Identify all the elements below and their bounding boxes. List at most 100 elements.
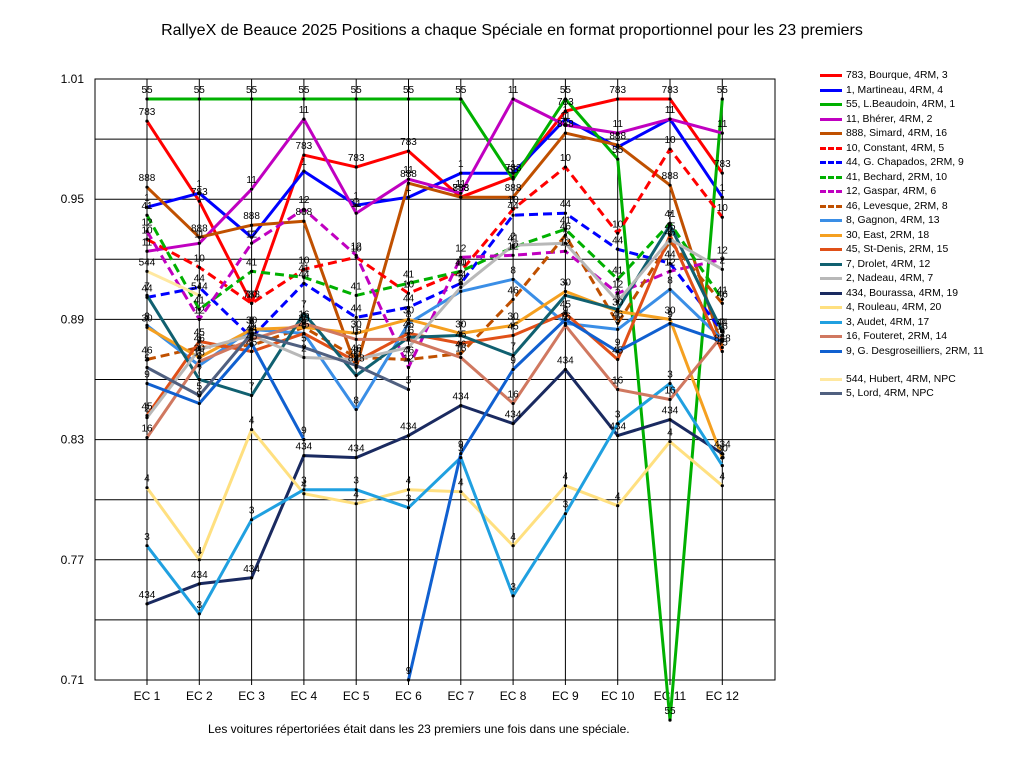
data-label: 434 xyxy=(609,422,626,433)
legend-label: 3, Audet, 4RM, 17 xyxy=(846,316,930,328)
data-label: 1 xyxy=(667,105,673,116)
data-label: 5 xyxy=(406,376,412,387)
legend-item: 5, Lord, 4RM, NPC xyxy=(820,387,1020,402)
series-line xyxy=(145,207,723,369)
data-label: 55 xyxy=(403,85,415,96)
data-label: 11 xyxy=(613,119,624,130)
data-point xyxy=(197,558,201,562)
data-point xyxy=(302,219,306,223)
legend-swatch xyxy=(820,117,842,121)
data-label: 783 xyxy=(139,107,156,118)
data-label: 46 xyxy=(612,309,624,320)
data-label: 4 xyxy=(667,428,673,439)
legend-item: 10, Constant, 4RM, 5 xyxy=(820,142,1020,157)
data-point xyxy=(250,97,254,101)
legend-item: 46, Levesque, 2RM, 8 xyxy=(820,200,1020,215)
data-point xyxy=(354,407,358,412)
series-line xyxy=(146,211,724,339)
data-label: 41 xyxy=(717,285,729,296)
data-label: 3 xyxy=(301,476,307,487)
series-line xyxy=(146,289,724,459)
data-label: 11 xyxy=(194,229,205,240)
data-point xyxy=(668,237,672,241)
data-point xyxy=(197,191,201,195)
data-label: 8 xyxy=(510,265,516,276)
legend-item: 783, Bourque, 4RM, 3 xyxy=(820,69,1020,84)
data-label: 30 xyxy=(717,444,729,455)
data-label: 45 xyxy=(194,327,206,338)
data-label: 30 xyxy=(298,313,310,324)
data-point xyxy=(145,237,149,241)
legend: 783, Bourque, 4RM, 3 1, Martineau, 4RM, 4… xyxy=(820,69,1020,402)
data-label: 4 xyxy=(406,476,412,487)
data-point xyxy=(406,97,411,101)
data-label: 55 xyxy=(560,85,572,96)
legend-swatch xyxy=(820,204,842,208)
data-point xyxy=(406,177,411,181)
data-label: 11 xyxy=(351,199,362,210)
series-line xyxy=(146,97,723,253)
data-point xyxy=(302,345,306,350)
legend-label: 7, Drolet, 4RM, 12 xyxy=(846,258,931,270)
data-label: 7 xyxy=(249,382,255,393)
legend-swatch xyxy=(820,392,842,395)
data-label: 16 xyxy=(560,311,572,322)
data-point xyxy=(197,317,201,321)
series-line xyxy=(147,97,724,722)
data-point xyxy=(406,305,411,309)
data-label: 3 xyxy=(510,582,516,593)
data-point xyxy=(511,297,515,301)
data-label: 9 xyxy=(563,305,569,316)
legend-swatch xyxy=(820,103,842,106)
data-label: 9 xyxy=(301,426,307,437)
data-point xyxy=(720,97,724,101)
data-point xyxy=(250,393,254,398)
data-point xyxy=(563,227,568,231)
data-point xyxy=(511,594,515,598)
data-label: 41 xyxy=(141,201,153,212)
legend-swatch xyxy=(820,74,842,77)
data-label: 4 xyxy=(197,546,203,557)
data-point xyxy=(459,289,463,293)
data-label: 4 xyxy=(353,490,359,501)
data-point xyxy=(250,269,254,273)
legend-swatch xyxy=(820,277,842,280)
data-point xyxy=(354,357,358,362)
data-point xyxy=(511,353,515,358)
data-label: 3 xyxy=(353,476,359,487)
data-label: 44 xyxy=(298,269,310,280)
data-point xyxy=(145,602,149,606)
legend-item: 888, Simard, 4RM, 16 xyxy=(820,127,1020,142)
data-point xyxy=(145,486,149,490)
data-point xyxy=(563,249,568,253)
data-point xyxy=(616,231,620,235)
data-point xyxy=(145,381,149,386)
data-label: 11 xyxy=(717,119,728,130)
data-label: 3 xyxy=(458,444,464,455)
data-point xyxy=(511,207,515,211)
legend-label: 41, Bechard, 2RM, 10 xyxy=(846,171,948,183)
data-label: 12 xyxy=(141,217,153,228)
data-label: 45 xyxy=(141,402,153,413)
data-label: 3 xyxy=(197,600,203,611)
data-point xyxy=(302,153,306,157)
data-label: 7 xyxy=(720,317,726,328)
data-point xyxy=(668,381,672,386)
data-point xyxy=(197,293,201,297)
data-label: 2 xyxy=(458,273,464,284)
data-point xyxy=(459,333,463,338)
x-tick-label: EC 6 xyxy=(395,689,422,703)
data-label: 41 xyxy=(508,233,520,244)
data-point xyxy=(354,211,358,215)
data-point xyxy=(354,337,358,342)
data-label: 41 xyxy=(560,215,572,226)
data-label: 888 xyxy=(296,207,313,218)
data-point xyxy=(459,490,463,494)
series-line xyxy=(145,428,724,562)
data-label: 8 xyxy=(249,315,255,326)
data-point xyxy=(668,223,672,227)
data-point xyxy=(563,109,568,113)
data-point xyxy=(406,678,411,682)
series-line xyxy=(146,341,306,441)
series-lines xyxy=(145,97,724,722)
